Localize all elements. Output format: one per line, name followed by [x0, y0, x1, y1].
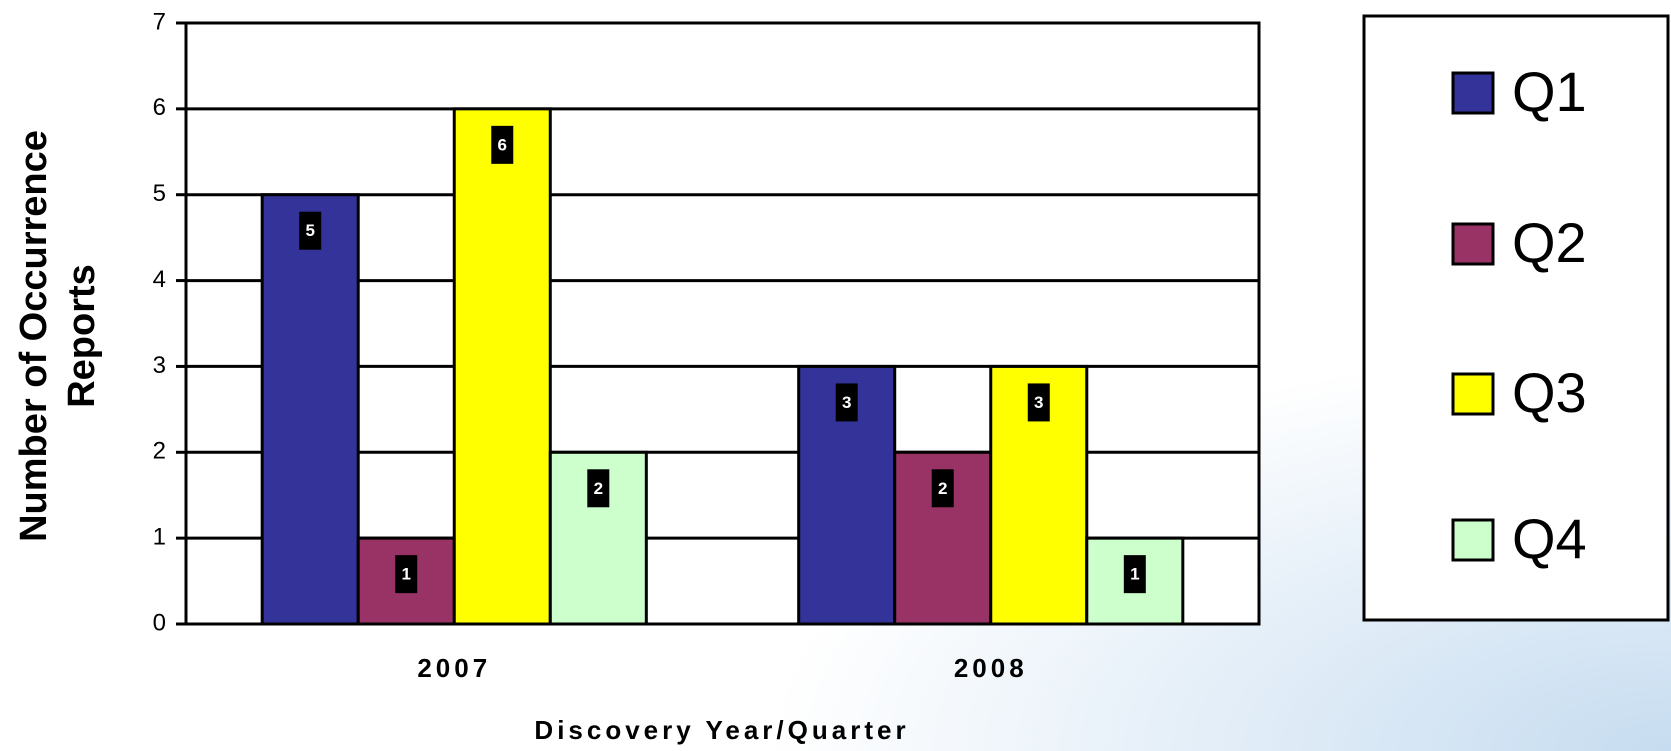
legend-swatch: [1451, 71, 1495, 115]
bar: [797, 364, 897, 626]
legend-swatch: [1451, 222, 1495, 266]
data-label: 3: [1034, 393, 1043, 412]
legend-label: Q4: [1512, 507, 1587, 570]
y-axis-label-line: Number of Occurrence: [13, 130, 55, 542]
y-tick-label: 2: [153, 438, 166, 465]
data-label-box: [299, 211, 322, 250]
legend-label: Q2: [1512, 211, 1587, 274]
data-label: 6: [498, 135, 507, 154]
x-tick-label: 2007: [417, 653, 491, 683]
data-label: 1: [401, 565, 410, 584]
data-label-box: [491, 125, 514, 164]
y-tick-label: 0: [153, 609, 166, 636]
legend-box: [1362, 14, 1670, 622]
legend-swatch: [1451, 518, 1495, 562]
y-tick-label: 5: [153, 180, 166, 207]
bar: [452, 107, 552, 626]
data-label-box: [587, 469, 610, 508]
y-tick-label: 7: [153, 8, 166, 35]
y-axis-label-line: Reports: [61, 264, 103, 408]
data-label-box: [1123, 555, 1146, 594]
bar: [989, 364, 1089, 626]
data-label: 1: [1130, 565, 1139, 584]
bar: [260, 193, 360, 626]
data-label-box: [395, 555, 418, 594]
legend-label: Q3: [1512, 361, 1587, 424]
y-tick-label: 3: [153, 352, 166, 379]
legend-swatch: [1451, 372, 1495, 416]
data-label-box: [931, 469, 954, 508]
y-tick-label: 1: [153, 523, 166, 550]
bar: [548, 450, 648, 626]
data-label: 3: [842, 393, 851, 412]
y-axis-label: Number of Occurrence Reports: [13, 130, 103, 542]
data-label: 5: [305, 221, 314, 240]
x-axis-label: Discovery Year/Quarter: [534, 715, 909, 745]
legend-label: Q1: [1512, 60, 1587, 123]
data-label-box: [1027, 383, 1050, 422]
y-tick-label: 6: [153, 94, 166, 121]
y-tick-label: 4: [153, 266, 166, 293]
data-label: 2: [938, 479, 947, 498]
data-label-box: [835, 383, 858, 422]
data-label: 2: [594, 479, 603, 498]
x-tick-label: 2008: [954, 653, 1028, 683]
